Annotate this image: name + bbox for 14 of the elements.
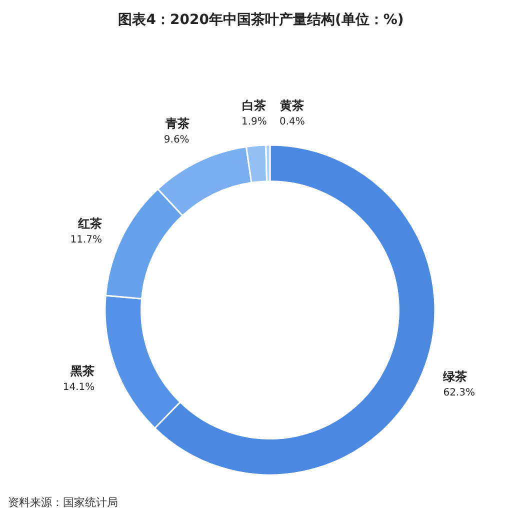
slice-label: 黄茶: [279, 98, 304, 113]
text: 资料来源：国家统计局: [8, 496, 118, 509]
slice-label: 红茶: [77, 216, 102, 231]
data-label: 0.4%: [279, 116, 305, 128]
slice-label: 绿茶: [442, 369, 468, 384]
slice-label: 青茶: [164, 116, 190, 130]
data-label: 62.3%: [443, 387, 475, 398]
data-label: 11.7%: [70, 234, 102, 246]
chart-title: 图表4：2020年中国茶叶产量结构(单位：%): [118, 11, 404, 28]
slice-label: 黑茶: [70, 364, 95, 378]
slice-label: 白茶: [242, 98, 266, 113]
data-label: 1.9%: [241, 116, 267, 128]
data-label: 14.1%: [62, 382, 95, 393]
data-label: 9.6%: [164, 134, 190, 146]
